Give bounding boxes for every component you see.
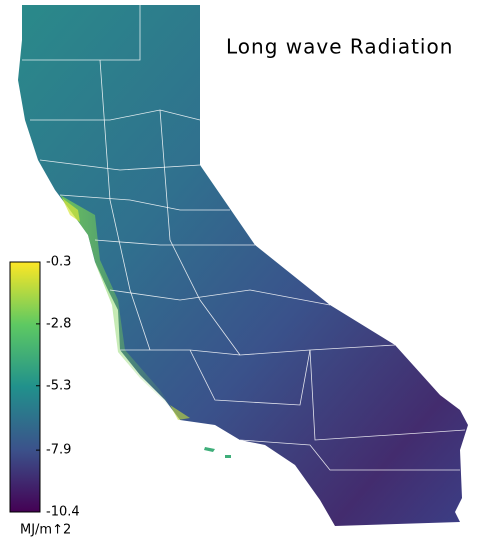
county-lines <box>22 5 466 471</box>
colorbar-label: MJ/m↑2 <box>20 523 71 538</box>
colorbar-ramp <box>9 261 41 513</box>
colorbar-tick-label: -5.3 <box>46 378 71 393</box>
colorbar-tick-label: -2.8 <box>46 316 71 331</box>
colorbar-tick-label: -7.9 <box>46 443 71 458</box>
colorbar: -0.3 -2.8 -5.3 -7.9 -10.4 <box>9 255 80 520</box>
map-title: Long wave Radiation <box>226 35 453 59</box>
colorbar-tick-label: -10.4 <box>46 505 80 520</box>
colorbar-tick-label: -0.3 <box>46 255 71 270</box>
state-shape <box>18 5 468 526</box>
